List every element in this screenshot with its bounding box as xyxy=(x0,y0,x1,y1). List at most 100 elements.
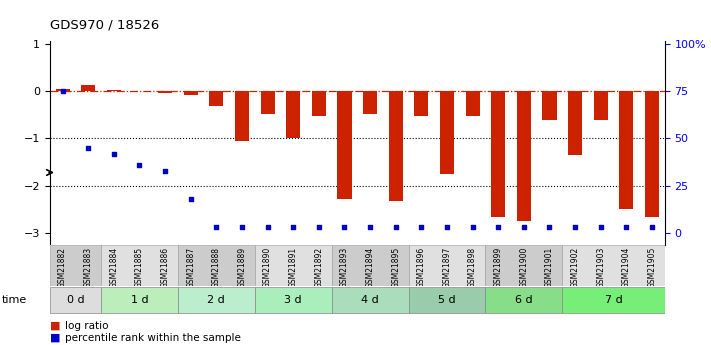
Bar xyxy=(389,91,402,201)
Bar xyxy=(338,91,351,199)
Text: log ratio: log ratio xyxy=(65,321,109,331)
Text: GSM21887: GSM21887 xyxy=(186,247,196,288)
Text: GSM21893: GSM21893 xyxy=(340,247,349,288)
Bar xyxy=(486,287,562,313)
Point xyxy=(262,225,273,230)
Text: GSM21902: GSM21902 xyxy=(571,247,579,288)
Text: GSM21895: GSM21895 xyxy=(391,247,400,288)
Text: GSM21883: GSM21883 xyxy=(84,247,92,288)
Bar xyxy=(235,91,249,141)
Text: GSM21884: GSM21884 xyxy=(109,247,118,288)
Bar xyxy=(542,91,557,120)
Text: 0 d: 0 d xyxy=(67,295,84,305)
Bar xyxy=(101,287,178,313)
Bar xyxy=(209,91,223,106)
Bar xyxy=(645,91,659,217)
Bar xyxy=(286,91,300,138)
Text: GSM21898: GSM21898 xyxy=(468,247,477,288)
Point xyxy=(595,225,606,230)
Text: GSM21892: GSM21892 xyxy=(314,247,324,288)
Bar xyxy=(486,245,562,286)
Point xyxy=(313,225,324,230)
Bar xyxy=(101,245,178,286)
Bar xyxy=(55,89,70,91)
Text: GSM21888: GSM21888 xyxy=(212,247,221,288)
Point xyxy=(185,196,196,202)
Text: GSM21903: GSM21903 xyxy=(597,247,605,288)
Bar xyxy=(178,245,255,286)
Bar xyxy=(260,91,274,114)
Point xyxy=(416,225,427,230)
Bar xyxy=(50,287,101,313)
Text: GSM21900: GSM21900 xyxy=(519,247,528,288)
Text: GSM21882: GSM21882 xyxy=(58,247,67,288)
Bar xyxy=(50,245,101,286)
Bar xyxy=(183,91,198,95)
Bar xyxy=(491,91,506,217)
Bar xyxy=(594,91,608,120)
Text: GSM21905: GSM21905 xyxy=(648,247,656,288)
Point xyxy=(365,225,376,230)
Bar xyxy=(255,287,331,313)
Bar xyxy=(158,91,172,93)
Bar xyxy=(81,86,95,91)
Text: GSM21904: GSM21904 xyxy=(622,247,631,288)
Text: GSM21899: GSM21899 xyxy=(493,247,503,288)
Point xyxy=(210,225,222,230)
Bar xyxy=(107,90,121,91)
Bar xyxy=(568,91,582,155)
Bar xyxy=(409,245,486,286)
Bar xyxy=(619,91,634,209)
Bar xyxy=(331,245,409,286)
Bar xyxy=(415,91,429,116)
Bar xyxy=(363,91,377,114)
Point xyxy=(518,225,530,230)
Point xyxy=(108,151,119,156)
Point xyxy=(570,225,581,230)
Text: ■: ■ xyxy=(50,321,60,331)
Text: GSM21885: GSM21885 xyxy=(135,247,144,288)
Text: GSM21894: GSM21894 xyxy=(365,247,375,288)
Bar xyxy=(562,245,665,286)
Bar xyxy=(517,91,531,221)
Point xyxy=(390,225,402,230)
Text: percentile rank within the sample: percentile rank within the sample xyxy=(65,333,241,343)
Point xyxy=(442,225,453,230)
Text: 7 d: 7 d xyxy=(604,295,622,305)
Point xyxy=(338,225,350,230)
Text: GDS970 / 18526: GDS970 / 18526 xyxy=(50,18,159,31)
Point xyxy=(493,225,504,230)
Point xyxy=(621,225,632,230)
Point xyxy=(467,225,479,230)
Text: GSM21886: GSM21886 xyxy=(161,247,170,288)
Text: 4 d: 4 d xyxy=(361,295,379,305)
Point xyxy=(134,162,145,168)
Text: GSM21890: GSM21890 xyxy=(263,247,272,288)
Text: time: time xyxy=(2,295,28,305)
Text: GSM21896: GSM21896 xyxy=(417,247,426,288)
Text: GSM21897: GSM21897 xyxy=(442,247,451,288)
Text: 5 d: 5 d xyxy=(438,295,456,305)
Point xyxy=(57,88,68,94)
Bar xyxy=(562,287,665,313)
Point xyxy=(646,225,658,230)
Point xyxy=(544,225,555,230)
Text: GSM21891: GSM21891 xyxy=(289,247,298,288)
Text: 1 d: 1 d xyxy=(131,295,149,305)
Bar xyxy=(440,91,454,174)
Bar xyxy=(312,91,326,116)
Text: ■: ■ xyxy=(50,333,60,343)
Point xyxy=(287,225,299,230)
Text: 3 d: 3 d xyxy=(284,295,302,305)
Text: GSM21901: GSM21901 xyxy=(545,247,554,288)
Point xyxy=(236,225,247,230)
Text: GSM21889: GSM21889 xyxy=(237,247,247,288)
Bar xyxy=(331,287,409,313)
Bar xyxy=(255,245,331,286)
Bar xyxy=(409,287,486,313)
Point xyxy=(82,145,94,151)
Point xyxy=(159,168,171,174)
Bar xyxy=(466,91,480,116)
Bar xyxy=(178,287,255,313)
Text: 2 d: 2 d xyxy=(208,295,225,305)
